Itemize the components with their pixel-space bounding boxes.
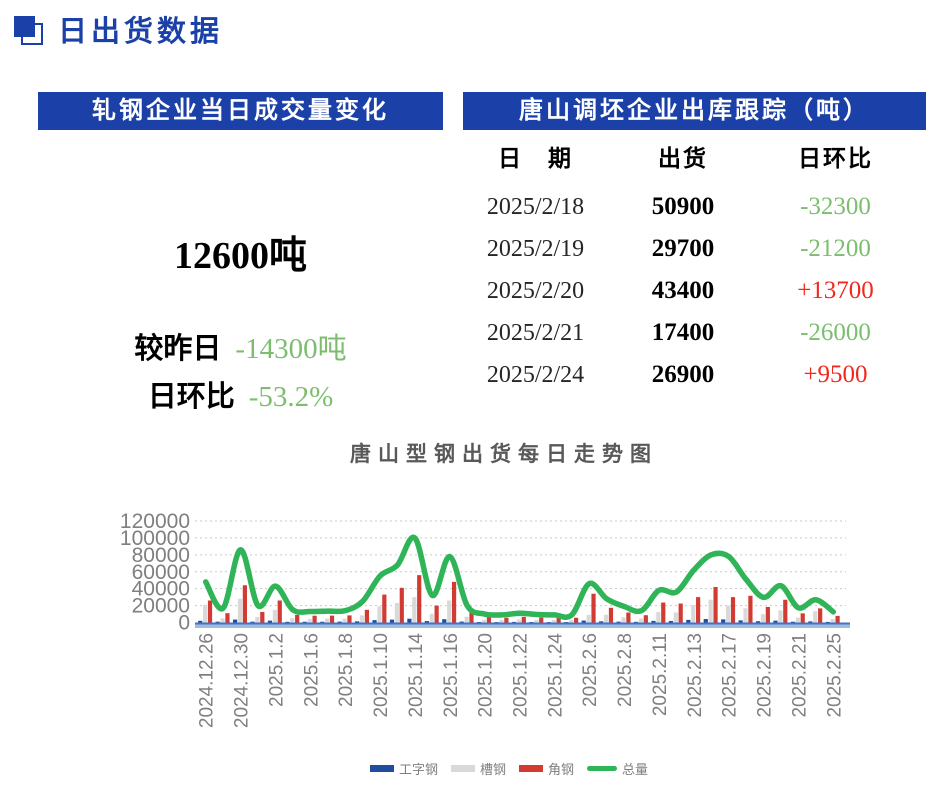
outbound-table: 日 期 出货 日环比 2025/2/18 50900 -32300 2025/2… <box>463 138 926 396</box>
channel-swatch-icon <box>450 765 475 772</box>
svg-text:40000: 40000 <box>132 578 190 601</box>
table-row: 2025/2/19 29700 -21200 <box>486 235 871 262</box>
svg-text:2025.2.13: 2025.2.13 <box>685 633 706 718</box>
svg-text:2025.1.6: 2025.1.6 <box>301 633 322 707</box>
chart-title: 唐山型钢出货每日走势图 <box>350 443 658 466</box>
total-line <box>202 534 837 620</box>
col-date: 日 期 <box>498 146 573 171</box>
svg-text:80000: 80000 <box>132 544 190 567</box>
bars-工字钢 <box>198 618 830 623</box>
today-volume-value: 12600吨 <box>173 235 307 277</box>
chart-legend: 工字钢 槽钢 角钢 总量 <box>46 759 926 778</box>
bars-槽钢 <box>203 597 835 623</box>
svg-text:2025.2.11: 2025.2.11 <box>650 633 671 716</box>
squares-bullet-icon <box>14 16 44 48</box>
vs-yesterday-row: 较昨日 -14300吨 <box>38 325 443 367</box>
svg-text:60000: 60000 <box>132 561 190 584</box>
shipment-trend-chart: 0200004000060000800001000001200002024.12… <box>120 510 850 729</box>
gridlines <box>195 520 846 607</box>
svg-text:2025.2.25: 2025.2.25 <box>824 633 845 718</box>
daily-volume-panel: 轧钢企业当日成交量变化 12600吨 较昨日 -14300吨 日环比 -53.2% <box>38 92 443 415</box>
total-line-swatch-icon <box>587 766 618 771</box>
x-axis-line <box>195 622 850 625</box>
table-row: 2025/2/20 43400 +13700 <box>486 277 874 304</box>
svg-text:100000: 100000 <box>120 527 190 550</box>
svg-text:2025.1.10: 2025.1.10 <box>371 633 392 718</box>
svg-text:2025.1.14: 2025.1.14 <box>406 633 427 718</box>
table-row: 2025/2/21 17400 -26000 <box>486 319 871 346</box>
svg-text:2024.12.26: 2024.12.26 <box>197 633 218 728</box>
vs-yesterday-value: -14300吨 <box>235 333 347 365</box>
page-header: 日出货数据 <box>14 16 223 48</box>
col-shipment: 出货 <box>658 146 708 171</box>
legend-item-angle: 角钢 <box>519 759 574 778</box>
svg-text:2025.2.19: 2025.2.19 <box>755 633 776 718</box>
day-ratio-label: 日环比 <box>147 381 235 413</box>
svg-text:2025.1.24: 2025.1.24 <box>545 633 566 718</box>
table-row: 2025/2/24 26900 +9500 <box>486 361 868 388</box>
vs-yesterday-label: 较昨日 <box>134 333 222 365</box>
svg-text:2025.2.21: 2025.2.21 <box>789 633 810 718</box>
x-axis-labels: 2024.12.26 2024.12.30 2025.1.2 2025.1.6 2025… <box>197 633 846 729</box>
svg-text:0: 0 <box>178 612 190 635</box>
table-header-row: 日 期 出货 日环比 <box>463 138 926 174</box>
page-title: 日出货数据 <box>58 16 224 48</box>
outbound-tracking-panel: 唐山调坯企业出库跟踪（吨） 日 期 出货 日环比 2025/2/18 50900… <box>463 92 926 396</box>
ibeam-swatch-icon <box>369 765 394 772</box>
svg-text:2025.1.8: 2025.1.8 <box>336 633 357 707</box>
day-ratio-value: -53.2% <box>248 381 334 413</box>
day-ratio-row: 日环比 -53.2% <box>38 373 443 415</box>
svg-text:2025.1.22: 2025.1.22 <box>511 633 532 718</box>
legend-item-channel: 槽钢 <box>450 759 506 778</box>
right-panel-header: 唐山调坯企业出库跟踪（吨） <box>463 92 926 130</box>
svg-text:2025.1.20: 2025.1.20 <box>476 633 497 718</box>
svg-text:2025.2.17: 2025.2.17 <box>720 633 741 718</box>
svg-text:2025.2.6: 2025.2.6 <box>580 633 601 707</box>
table-row: 2025/2/18 50900 -32300 <box>486 193 871 220</box>
bars-角钢 <box>207 575 840 623</box>
svg-text:20000: 20000 <box>132 595 190 618</box>
svg-text:2024.12.30: 2024.12.30 <box>232 633 253 728</box>
svg-text:2025.1.2: 2025.1.2 <box>266 633 287 707</box>
legend-item-total: 总量 <box>587 759 648 778</box>
svg-text:2025.1.16: 2025.1.16 <box>441 633 462 718</box>
left-panel-header: 轧钢企业当日成交量变化 <box>38 92 443 130</box>
angle-swatch-icon <box>519 765 543 772</box>
col-delta: 日环比 <box>798 146 873 171</box>
svg-text:120000: 120000 <box>120 510 190 533</box>
legend-item-ibeam: 工字钢 <box>369 759 438 778</box>
svg-text:2025.2.8: 2025.2.8 <box>615 633 636 707</box>
